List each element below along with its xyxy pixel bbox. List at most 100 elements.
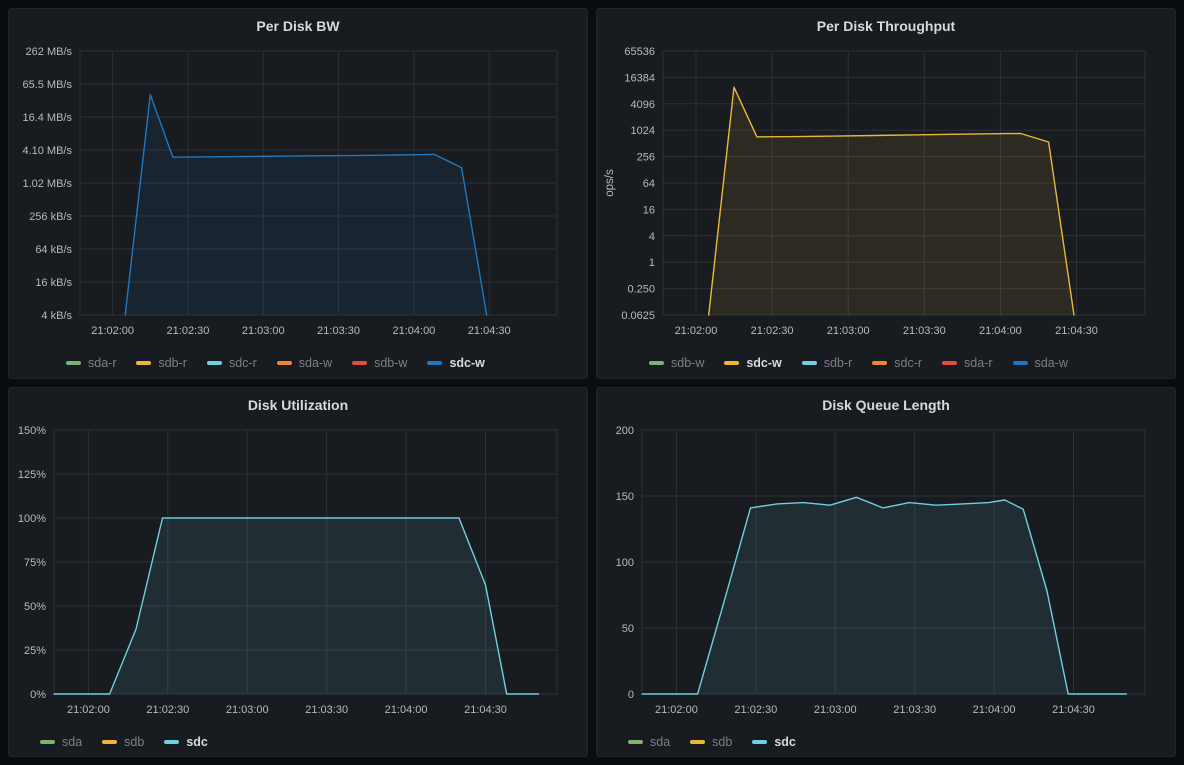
y-axis-tick-label: 100 (616, 557, 634, 569)
legend-disk-utilization: sda sdb sdc (9, 728, 587, 757)
y-axis-tick-label: 4 (649, 231, 655, 243)
legend-label: sdb-r (158, 356, 187, 371)
legend-item-sdb-r[interactable]: sdb-r (801, 356, 852, 370)
x-axis-tick-label: 21:03:00 (242, 325, 285, 337)
legend-label: sda-r (964, 356, 993, 371)
chart-disk-utilization[interactable]: 0% 25% 50% 75% 100% 125% 150% 21:02:00 21:02:30 2… (9, 422, 587, 728)
legend-label: sda (650, 734, 671, 749)
legend-swatch-icon (206, 361, 222, 366)
plot-area[interactable]: 0 50 100 150 200 21:02:00 21:02:30 21:03:00 21:0… (597, 422, 1175, 728)
y-axis-tick-label: 4 kB/s (41, 310, 72, 322)
x-axis-tick-label: 21:04:00 (979, 325, 1022, 337)
legend-swatch-icon (724, 361, 740, 366)
series-line-sdc (53, 516, 540, 695)
x-axis-tick-label: 21:02:00 (655, 704, 698, 716)
plot-area[interactable]: 4 kB/s 16 kB/s 64 kB/s 256 kB/s 1.02 MB/s 4.1… (9, 43, 587, 349)
legend-swatch-icon (752, 739, 768, 744)
legend-label: sdc (186, 734, 208, 749)
plot-area[interactable]: 0% 25% 50% 75% 100% 125% 150% 21:02:00 21:02:30 2… (9, 422, 587, 728)
legend-label: sdc-r (228, 356, 257, 371)
y-axis-tick-label: 0.250 (627, 284, 655, 296)
y-axis-tick-label: 64 (643, 178, 655, 190)
y-axis-tick-label: 125% (18, 469, 46, 481)
legend-label: sdc-r (894, 356, 923, 371)
y-axis-tick-label: 4096 (631, 99, 655, 111)
y-axis-tick-label: 25% (24, 645, 46, 657)
legend-label: sdc (774, 734, 796, 749)
plot-area[interactable]: 0.0625 0.250 1 4 16 64 256 1024 4096 16384 65536 21… (597, 43, 1175, 349)
x-axis-tick-label: 21:04:30 (464, 704, 507, 716)
panel-title-per-disk-bw[interactable]: Per Disk BW (256, 18, 340, 34)
legend-item-sdb-r[interactable]: sdb-r (136, 356, 187, 371)
panel-title-disk-queue-length[interactable]: Disk Queue Length (822, 396, 950, 413)
legend-item-sdc-r[interactable]: sdc-r (206, 356, 257, 371)
legend-label: sdb (124, 734, 145, 749)
legend-item-sdb-w[interactable]: sdb-w (649, 356, 704, 370)
legend-item-sda[interactable]: sda (40, 735, 82, 749)
legend-per-disk-throughput: sdb-w sdc-w sdb-r sdc-r sda-r sda-w (597, 349, 1175, 378)
legend-item-sda[interactable]: sda (628, 735, 670, 749)
legend-swatch-icon (40, 739, 55, 744)
legend-item-sdc[interactable]: sdc (164, 735, 208, 749)
legend-swatch-icon (276, 361, 292, 366)
chart-per-disk-bw[interactable]: 4 kB/s 16 kB/s 64 kB/s 256 kB/s 1.02 MB/s 4.1… (9, 43, 587, 349)
legend-swatch-icon (352, 361, 368, 366)
legend-item-sda-w[interactable]: sda-w (1012, 356, 1068, 370)
legend-label: sdc-w (746, 356, 782, 371)
chart-per-disk-throughput[interactable]: 0.0625 0.250 1 4 16 64 256 1024 4096 16384 65536 21… (597, 43, 1175, 349)
plot-border (53, 429, 558, 694)
panel-per-disk-bw: Per Disk BW 4 kB/s 16 kB/s 64 kB/s 256 kB/s… (8, 8, 588, 379)
y-axis-tick-label: 150 (616, 491, 634, 503)
legend-swatch-icon (942, 361, 958, 366)
legend-item-sdb-w[interactable]: sdb-w (352, 356, 407, 370)
legend-swatch-icon (66, 361, 81, 366)
x-axis-tick-label: 21:04:30 (468, 325, 511, 337)
legend-item-sdc-w[interactable]: sdc-w (724, 356, 782, 371)
legend-item-sdb[interactable]: sdb (102, 735, 144, 749)
legend-item-sda-r[interactable]: sda-r (66, 356, 116, 370)
legend-swatch-icon (628, 739, 643, 744)
y-axis-tick-label: 150% (18, 425, 46, 437)
legend-item-sdc-w[interactable]: sdc-w (427, 356, 485, 371)
legend-item-sda-r[interactable]: sda-r (942, 356, 993, 371)
legend-swatch-icon (801, 361, 817, 366)
legend-swatch-icon (164, 739, 180, 744)
panel-title-per-disk-throughput[interactable]: Per Disk Throughput (816, 18, 956, 34)
x-axis-tick-label: 21:04:30 (1052, 704, 1095, 716)
legend-item-sdc[interactable]: sdc (752, 735, 796, 749)
panel-title-disk-utilization[interactable]: Disk Utilization (247, 396, 349, 413)
y-axis-tick-label: 16 (643, 204, 655, 216)
y-axis-tick-label: 50 (622, 623, 634, 635)
x-axis-tick-label: 21:02:00 (675, 325, 718, 337)
x-axis-tick-label: 21:04:30 (1055, 325, 1098, 337)
x-axis-tick-label: 21:03:00 (814, 704, 857, 716)
x-axis-tick-label: 21:04:00 (973, 704, 1016, 716)
plot-border (641, 429, 1146, 694)
panel-disk-queue-length: Disk Queue Length 0 50 100 150 200 21:02:00 21… (596, 386, 1176, 757)
series-area-sdc-w (708, 87, 1074, 315)
chart-disk-queue-length[interactable]: 0 50 100 150 200 21:02:00 21:02:30 21:03:00 21:0… (597, 422, 1175, 728)
legend-item-sdb[interactable]: sdb (690, 735, 732, 749)
legend-swatch-icon (872, 361, 888, 366)
x-axis-tick-label: 21:02:30 (734, 704, 777, 716)
legend-swatch-icon (427, 361, 443, 366)
legend-label: sda-w (298, 356, 333, 371)
y-axis-tick-label: 16384 (624, 72, 655, 84)
legend-item-sda-w[interactable]: sda-w (276, 356, 333, 371)
legend-label: sdc-w (449, 356, 485, 371)
x-axis-tick-label: 21:02:30 (146, 704, 189, 716)
series-line-sdc (641, 496, 1128, 695)
legend-item-sdc-r[interactable]: sdc-r (872, 356, 922, 370)
y-axis-tick-label: 64 kB/s (35, 244, 72, 256)
series-area-sdc (642, 496, 1127, 694)
y-axis-tick-label: 262 MB/s (26, 46, 73, 58)
y-axis-tick-label: 256 (637, 152, 655, 164)
x-axis-tick-label: 21:02:00 (91, 325, 134, 337)
plot-border (662, 50, 1146, 316)
y-axis-tick-label: 1.02 MB/s (22, 178, 72, 190)
legend-swatch-icon (102, 739, 118, 744)
y-axis-unit-label: ops/s (604, 169, 616, 197)
legend-disk-queue-length: sda sdb sdc (597, 728, 1175, 757)
y-axis-tick-label: 50% (24, 601, 46, 613)
